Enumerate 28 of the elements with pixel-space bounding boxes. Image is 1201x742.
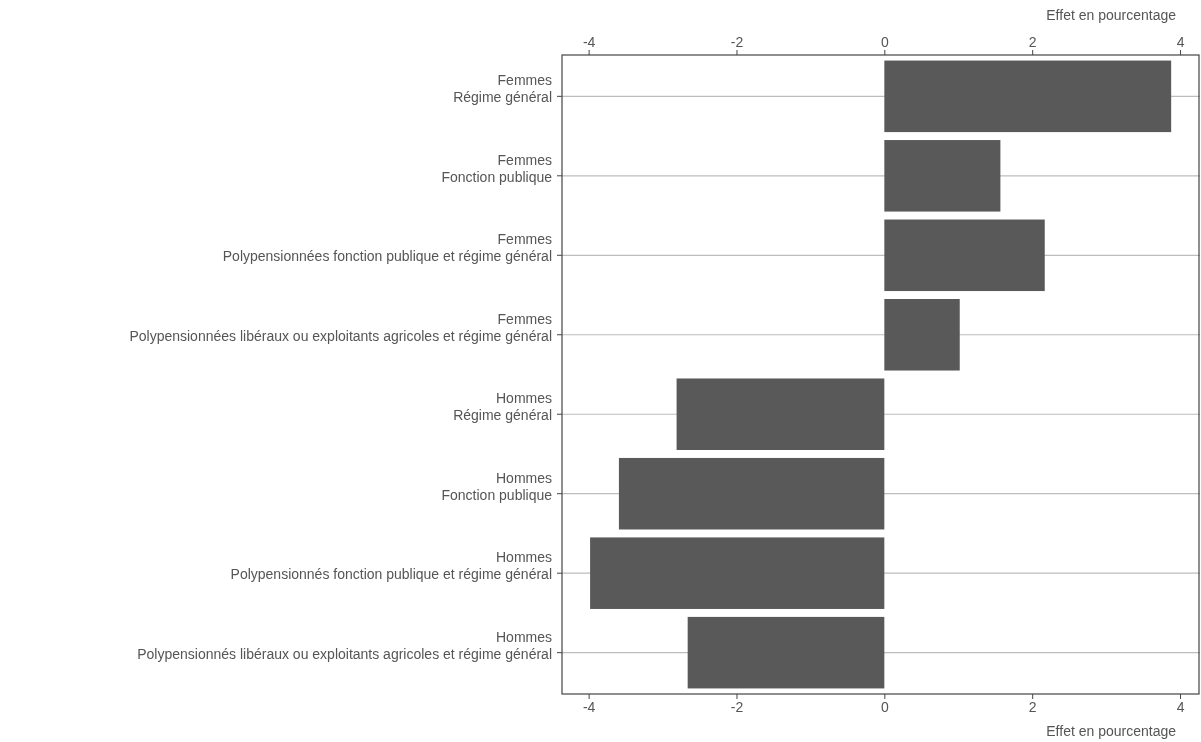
x-tick-label: 4 [1176,34,1185,50]
y-tick-label: Hommes Régime général [453,390,552,424]
x-tick-label: 0 [880,34,889,50]
x2-axis-title: Effet en pourcentage [1046,7,1177,23]
y-tick-label: Femmes Régime général [453,72,552,106]
bar [884,140,1001,212]
x2-tick-label: -2 [730,698,744,715]
bar [884,299,960,371]
y-tick-label: Femmes Polypensionnées fonction publique et régime général [222,231,552,265]
y-tick-label: Femmes Fonction publique [441,151,553,185]
x-axis-title: Effet en pourcentage [1046,723,1177,739]
bar [884,219,1045,292]
y-tick-label: Hommes Polypensionnés fonction publique et régime général [230,549,552,583]
bar [618,457,885,530]
x2-tick-label: 0 [880,698,889,715]
y-tick-label: Hommes Polypensionnés libéraux ou exploitants agricoles et régime général [137,628,552,662]
x-tick-label: -4 [582,34,596,50]
x2-tick-label: 2 [1028,698,1037,715]
x2-tick-label: 4 [1176,698,1185,715]
y-tick-label: Hommes Fonction publique [441,469,553,503]
x2-tick-label: -4 [582,698,596,715]
bar [676,378,885,450]
x-tick-label: 2 [1028,34,1037,50]
bar [884,60,1172,133]
bar [590,537,885,609]
bar [687,616,885,689]
x-tick-label: -2 [730,34,744,50]
y-tick-label: Femmes Polypensionnées libéraux ou exploitants agricoles et régime général [129,310,552,344]
